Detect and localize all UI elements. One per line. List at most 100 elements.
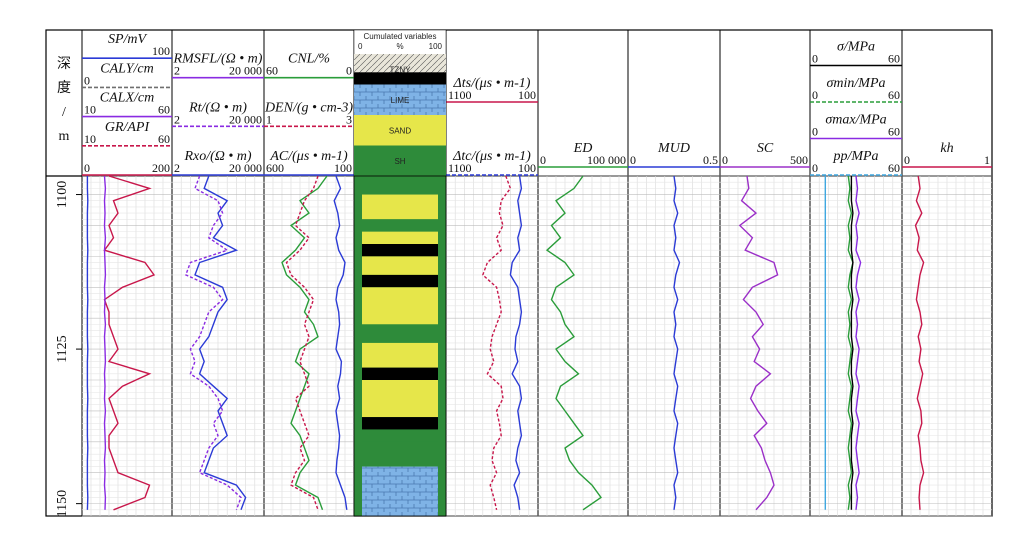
lith-segment-tzny <box>362 417 438 430</box>
scale-min: 2 <box>174 112 180 126</box>
curve-sc <box>738 175 779 511</box>
track-header-label: Rt/(Ω • m) <box>188 100 247 115</box>
track-header-label: CALY/cm <box>100 61 153 76</box>
curve-δtc <box>509 175 523 510</box>
legend-swatch-black <box>354 72 446 85</box>
lith-segment-sh <box>362 441 438 467</box>
curve-σ <box>850 176 854 510</box>
scale-max: 100 <box>152 44 170 58</box>
curve-ed <box>545 175 602 511</box>
legend-scale-0: 0 <box>358 42 363 51</box>
lith-segment-sand <box>362 342 438 368</box>
scale-min: 0 <box>812 52 818 66</box>
legend-item-label: TZNY <box>390 65 412 74</box>
track-header-label: Δts/(μs • m-1) <box>453 76 531 91</box>
scale-max: 60 <box>888 161 900 175</box>
legend-scale-100: 100 <box>429 42 443 51</box>
lith-segment-sand <box>362 256 438 275</box>
track-header-label: pp/MPa <box>832 149 878 164</box>
lith-segment-sh <box>362 219 438 232</box>
track-header-label: CNL/% <box>288 52 330 67</box>
scale-max: 20 000 <box>229 161 262 175</box>
scale-max: 500 <box>790 153 808 167</box>
scale-min: 10 <box>84 103 96 117</box>
track-header-label: RMSFL/(Ω • m) <box>173 52 263 67</box>
track-header-label: DEN/(g • cm-3) <box>264 100 353 115</box>
scale-min: 0 <box>812 88 818 102</box>
scale-min: 0 <box>540 153 546 167</box>
scale-min: 0 <box>812 125 818 139</box>
scale-min: 2 <box>174 64 180 78</box>
lith-segment-lime <box>362 466 438 516</box>
legend-item-label: SAND <box>389 126 411 135</box>
track-header-label: Rxo/(Ω • m) <box>183 149 251 164</box>
lith-segment-sh <box>362 176 438 195</box>
curve-den <box>285 175 319 511</box>
depth-tick-label: 1100 <box>55 181 70 208</box>
track-header-label: σ/MPa <box>837 40 875 55</box>
depth-tick-label: 1125 <box>55 335 70 362</box>
track-header-label: σmax/MPa <box>825 113 886 128</box>
lith-segment-sand <box>362 380 438 418</box>
curve-ac <box>333 175 348 510</box>
scale-min: 1100 <box>448 88 472 102</box>
depth-axis: 1100 1125 1150 <box>55 181 82 517</box>
lith-segment-sh <box>362 324 438 343</box>
track-header-label: SP/mV <box>108 32 148 47</box>
track-header-label: GR/API <box>105 120 151 135</box>
scale-max: 60 <box>888 125 900 139</box>
scale-min: 0 <box>904 153 910 167</box>
track-header-label: MUD <box>657 141 690 156</box>
scale-max: 100 <box>334 161 352 175</box>
track-header-label: σmin/MPa <box>826 76 885 91</box>
legend-item-label: SH <box>394 157 405 166</box>
depth-label-char: 深 <box>57 56 71 72</box>
scale-max: 60 <box>888 52 900 66</box>
log-curves <box>86 175 925 511</box>
scale-max: 100 <box>518 161 536 175</box>
scale-min: 1 <box>266 112 272 126</box>
legend-scale-pct: % <box>396 42 403 51</box>
depth-label-char: 度 <box>57 80 71 96</box>
scale-max: 20 000 <box>229 64 262 78</box>
curve-kh <box>914 175 925 510</box>
lith-segment-sh <box>362 429 438 442</box>
scale-min: 10 <box>84 132 96 146</box>
scale-max: 60 <box>158 132 170 146</box>
scale-min: 0 <box>812 161 818 175</box>
lith-segment-sand <box>362 287 438 325</box>
legend-swatch <box>354 84 446 115</box>
lith-border <box>353 175 447 517</box>
scale-min: 0 <box>722 153 728 167</box>
depth-tick-label: 1150 <box>55 490 70 517</box>
depth-label-char: / <box>62 105 66 120</box>
track-header-label: kh <box>940 141 953 156</box>
track-header-label: SC <box>757 141 774 156</box>
lith-segment-sand <box>362 194 438 220</box>
scale-min: 0 <box>84 161 90 175</box>
curve-cnl <box>281 175 328 511</box>
scale-max: 60 <box>158 103 170 117</box>
curve-gr <box>103 175 156 511</box>
scale-max: 100 <box>518 88 536 102</box>
scale-max: 60 <box>888 88 900 102</box>
scale-min: 60 <box>266 64 278 78</box>
legend-title: Cumulated variables <box>364 32 437 41</box>
lith-segment-tzny <box>362 274 438 288</box>
depth-label-char: m <box>59 129 70 144</box>
track-header-label: ED <box>573 141 593 156</box>
curve-mud <box>673 175 681 510</box>
lithology-column <box>353 175 447 517</box>
lith-segment-tzny <box>362 367 438 380</box>
curve-σmax <box>855 175 862 510</box>
track-header-label: AC/(μs • m-1) <box>269 149 348 164</box>
legend-item-label: LIME <box>391 96 410 105</box>
scale-min: 600 <box>266 161 284 175</box>
scale-max: 0.5 <box>703 153 718 167</box>
track-header-label: CALX/cm <box>100 91 154 106</box>
scale-max: 0 <box>346 64 352 78</box>
scale-max: 200 <box>152 161 170 175</box>
scale-min: 0 <box>630 153 636 167</box>
